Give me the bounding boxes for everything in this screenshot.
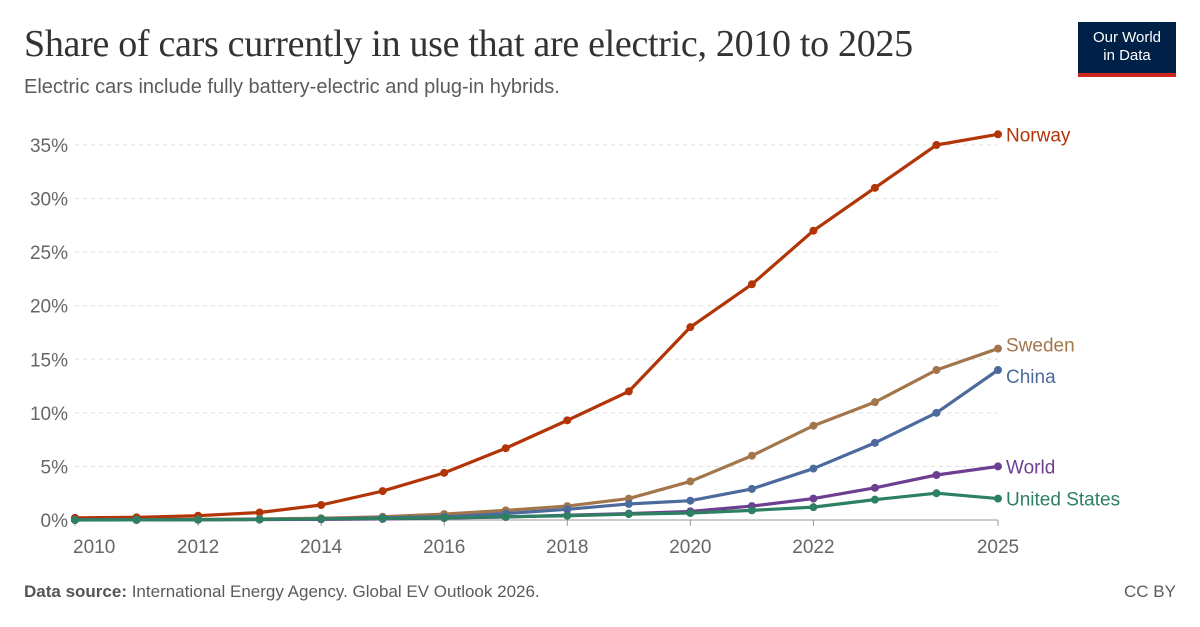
data-point-norway[interactable] xyxy=(994,130,1002,139)
series-labels: Norway Sweden China World United States xyxy=(1006,125,1120,510)
data-point-china[interactable] xyxy=(747,484,756,493)
y-tick-label: 15% xyxy=(30,350,68,371)
logo-accent-bar xyxy=(1078,73,1176,77)
y-tick-label: 0% xyxy=(41,511,69,532)
logo-line-1: Our World xyxy=(1092,29,1162,46)
data-point-united-states[interactable] xyxy=(255,515,264,524)
data-point-china[interactable] xyxy=(809,464,818,473)
gridlines xyxy=(75,144,998,467)
data-point-norway[interactable] xyxy=(378,487,387,496)
data-point-china[interactable] xyxy=(624,499,633,508)
data-point-norway[interactable] xyxy=(747,280,756,289)
x-tick-label: 2016 xyxy=(423,537,465,558)
data-point-china[interactable] xyxy=(686,496,695,505)
y-tick-label: 20% xyxy=(30,297,68,318)
data-point-united-states[interactable] xyxy=(71,516,79,524)
data-point-world[interactable] xyxy=(994,462,1002,471)
x-tick-label: 2020 xyxy=(669,537,711,558)
data-point-united-states[interactable] xyxy=(317,514,326,523)
series-label-world: World xyxy=(1006,457,1055,478)
data-point-norway[interactable] xyxy=(932,141,941,149)
data-point-sweden[interactable] xyxy=(686,477,695,486)
axes: 0% 5% 10% 15% 20% 25% 30% 35% 2010 2012 2014 2016 20… xyxy=(30,136,1019,558)
data-point-united-states[interactable] xyxy=(747,506,756,515)
data-point-norway[interactable] xyxy=(809,226,818,235)
data-point-united-states[interactable] xyxy=(194,515,203,524)
owid-logo[interactable]: Our World in Data xyxy=(1078,22,1176,77)
data-point-world[interactable] xyxy=(932,471,941,479)
y-tick-label: 25% xyxy=(30,243,68,264)
data-point-china[interactable] xyxy=(870,438,879,447)
data-point-norway[interactable] xyxy=(563,416,572,425)
y-tick-label: 10% xyxy=(30,404,68,425)
data-point-sweden[interactable] xyxy=(747,451,756,460)
series-line-norway[interactable] xyxy=(74,132,999,520)
series-label-china: China xyxy=(1006,367,1056,388)
chart-title: Share of cars currently in use that are … xyxy=(24,23,913,65)
series-line-united-states[interactable] xyxy=(74,491,999,522)
x-tick-label: 2018 xyxy=(546,537,588,558)
data-point-norway[interactable] xyxy=(440,468,449,477)
series-lines xyxy=(71,130,1002,524)
series-label-united-states: United States xyxy=(1006,490,1120,511)
y-tick-label: 35% xyxy=(30,136,68,157)
data-point-norway[interactable] xyxy=(501,444,510,453)
x-tick-label: 2012 xyxy=(177,537,219,558)
data-point-united-states[interactable] xyxy=(870,495,879,504)
data-point-united-states[interactable] xyxy=(440,513,449,522)
data-point-united-states[interactable] xyxy=(624,510,633,519)
data-point-sweden[interactable] xyxy=(870,398,879,407)
data-point-united-states[interactable] xyxy=(563,511,572,520)
x-tick-label: 2010 xyxy=(73,537,115,558)
series-label-norway: Norway xyxy=(1006,125,1071,146)
x-tick-label: 2014 xyxy=(300,537,343,558)
data-point-norway[interactable] xyxy=(870,183,879,192)
data-point-norway[interactable] xyxy=(624,387,633,396)
data-point-china[interactable] xyxy=(994,366,1002,374)
x-tick-label: 2022 xyxy=(792,537,834,558)
x-tick-label: 2025 xyxy=(977,537,1019,558)
data-point-united-states[interactable] xyxy=(501,512,510,521)
series-label-sweden: Sweden xyxy=(1006,336,1075,357)
data-point-united-states[interactable] xyxy=(809,503,818,512)
data-point-norway[interactable] xyxy=(686,323,695,332)
data-point-united-states[interactable] xyxy=(994,494,1002,503)
logo-line-2: in Data xyxy=(1103,47,1151,64)
license-link[interactable]: CC BY xyxy=(1124,582,1176,601)
data-point-united-states[interactable] xyxy=(378,514,387,523)
data-source-label: Data source: xyxy=(24,582,127,601)
chart-subtitle: Electric cars include fully battery-elec… xyxy=(24,76,560,98)
data-source-text: International Energy Agency. Global EV O… xyxy=(126,582,540,601)
data-point-world[interactable] xyxy=(870,483,879,492)
data-point-world[interactable] xyxy=(809,494,818,503)
data-point-china[interactable] xyxy=(563,505,572,514)
data-point-sweden[interactable] xyxy=(994,344,1002,353)
data-point-sweden[interactable] xyxy=(932,366,941,374)
data-point-norway[interactable] xyxy=(317,501,326,509)
data-point-china[interactable] xyxy=(932,408,941,417)
data-point-united-states[interactable] xyxy=(932,489,941,498)
data-point-sweden[interactable] xyxy=(809,421,818,430)
series-line-china[interactable] xyxy=(74,368,999,522)
data-point-norway[interactable] xyxy=(255,508,264,517)
data-point-united-states[interactable] xyxy=(132,515,141,524)
data-source: Data source: International Energy Agency… xyxy=(24,582,540,602)
y-tick-label: 30% xyxy=(30,190,68,211)
data-point-united-states[interactable] xyxy=(686,509,695,518)
y-tick-label: 5% xyxy=(41,457,69,478)
